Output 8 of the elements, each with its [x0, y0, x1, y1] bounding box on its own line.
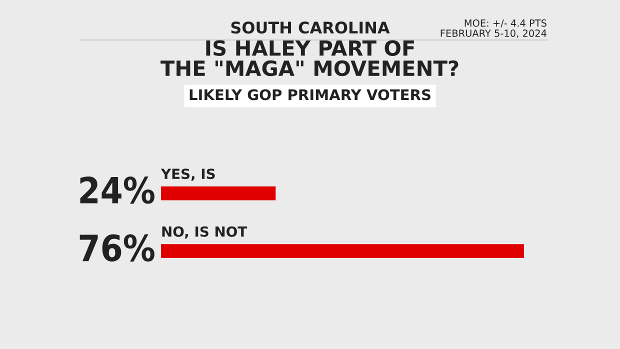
data-label: 24%: [80, 176, 154, 204]
text: SOUTH CAROLINA: [231, 22, 390, 34]
text: MOE: +/- 4.4 PTS FEBRUARY 5-10, 2024: [440, 19, 546, 38]
chart-title: IS HALEY PART OF THE "MAGA" MOVEMENT?: [160, 40, 458, 76]
y-tick-label: NO, IS NOT: [162, 226, 248, 239]
chart-subtitle: LIKELY GOP PRIMARY VOTERS: [190, 89, 430, 100]
y-tick-label: YES, IS: [160, 168, 215, 181]
data-label: 76%: [80, 234, 154, 262]
